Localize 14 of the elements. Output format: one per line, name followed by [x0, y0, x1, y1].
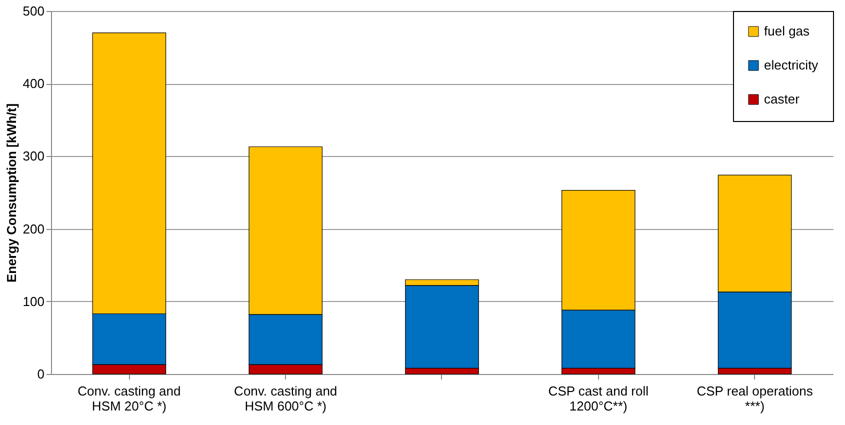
y-axis-title: Energy Consumption [kWh/t]: [4, 103, 19, 283]
legend-label: fuel gas: [764, 24, 810, 38]
x-tick-label: CSP real operations ***): [696, 384, 814, 414]
legend-label: electricity: [764, 58, 819, 72]
y-tick-label: 300: [22, 148, 44, 164]
y-tick-label: 500: [22, 4, 44, 18]
y-tick-label: 100: [22, 294, 44, 309]
y-tick-label: 0: [37, 366, 44, 382]
x-tick-label: CSP cast and roll 1200°C**): [548, 384, 649, 414]
y-tick-label: 400: [22, 76, 44, 92]
y-tick-label: 200: [22, 221, 44, 236]
legend-label: caster: [764, 92, 800, 106]
x-tick-label: Conv. casting and HSM 20°C *): [78, 384, 181, 414]
x-tick-label: Conv. casting and HSM 600°C *): [234, 384, 338, 414]
